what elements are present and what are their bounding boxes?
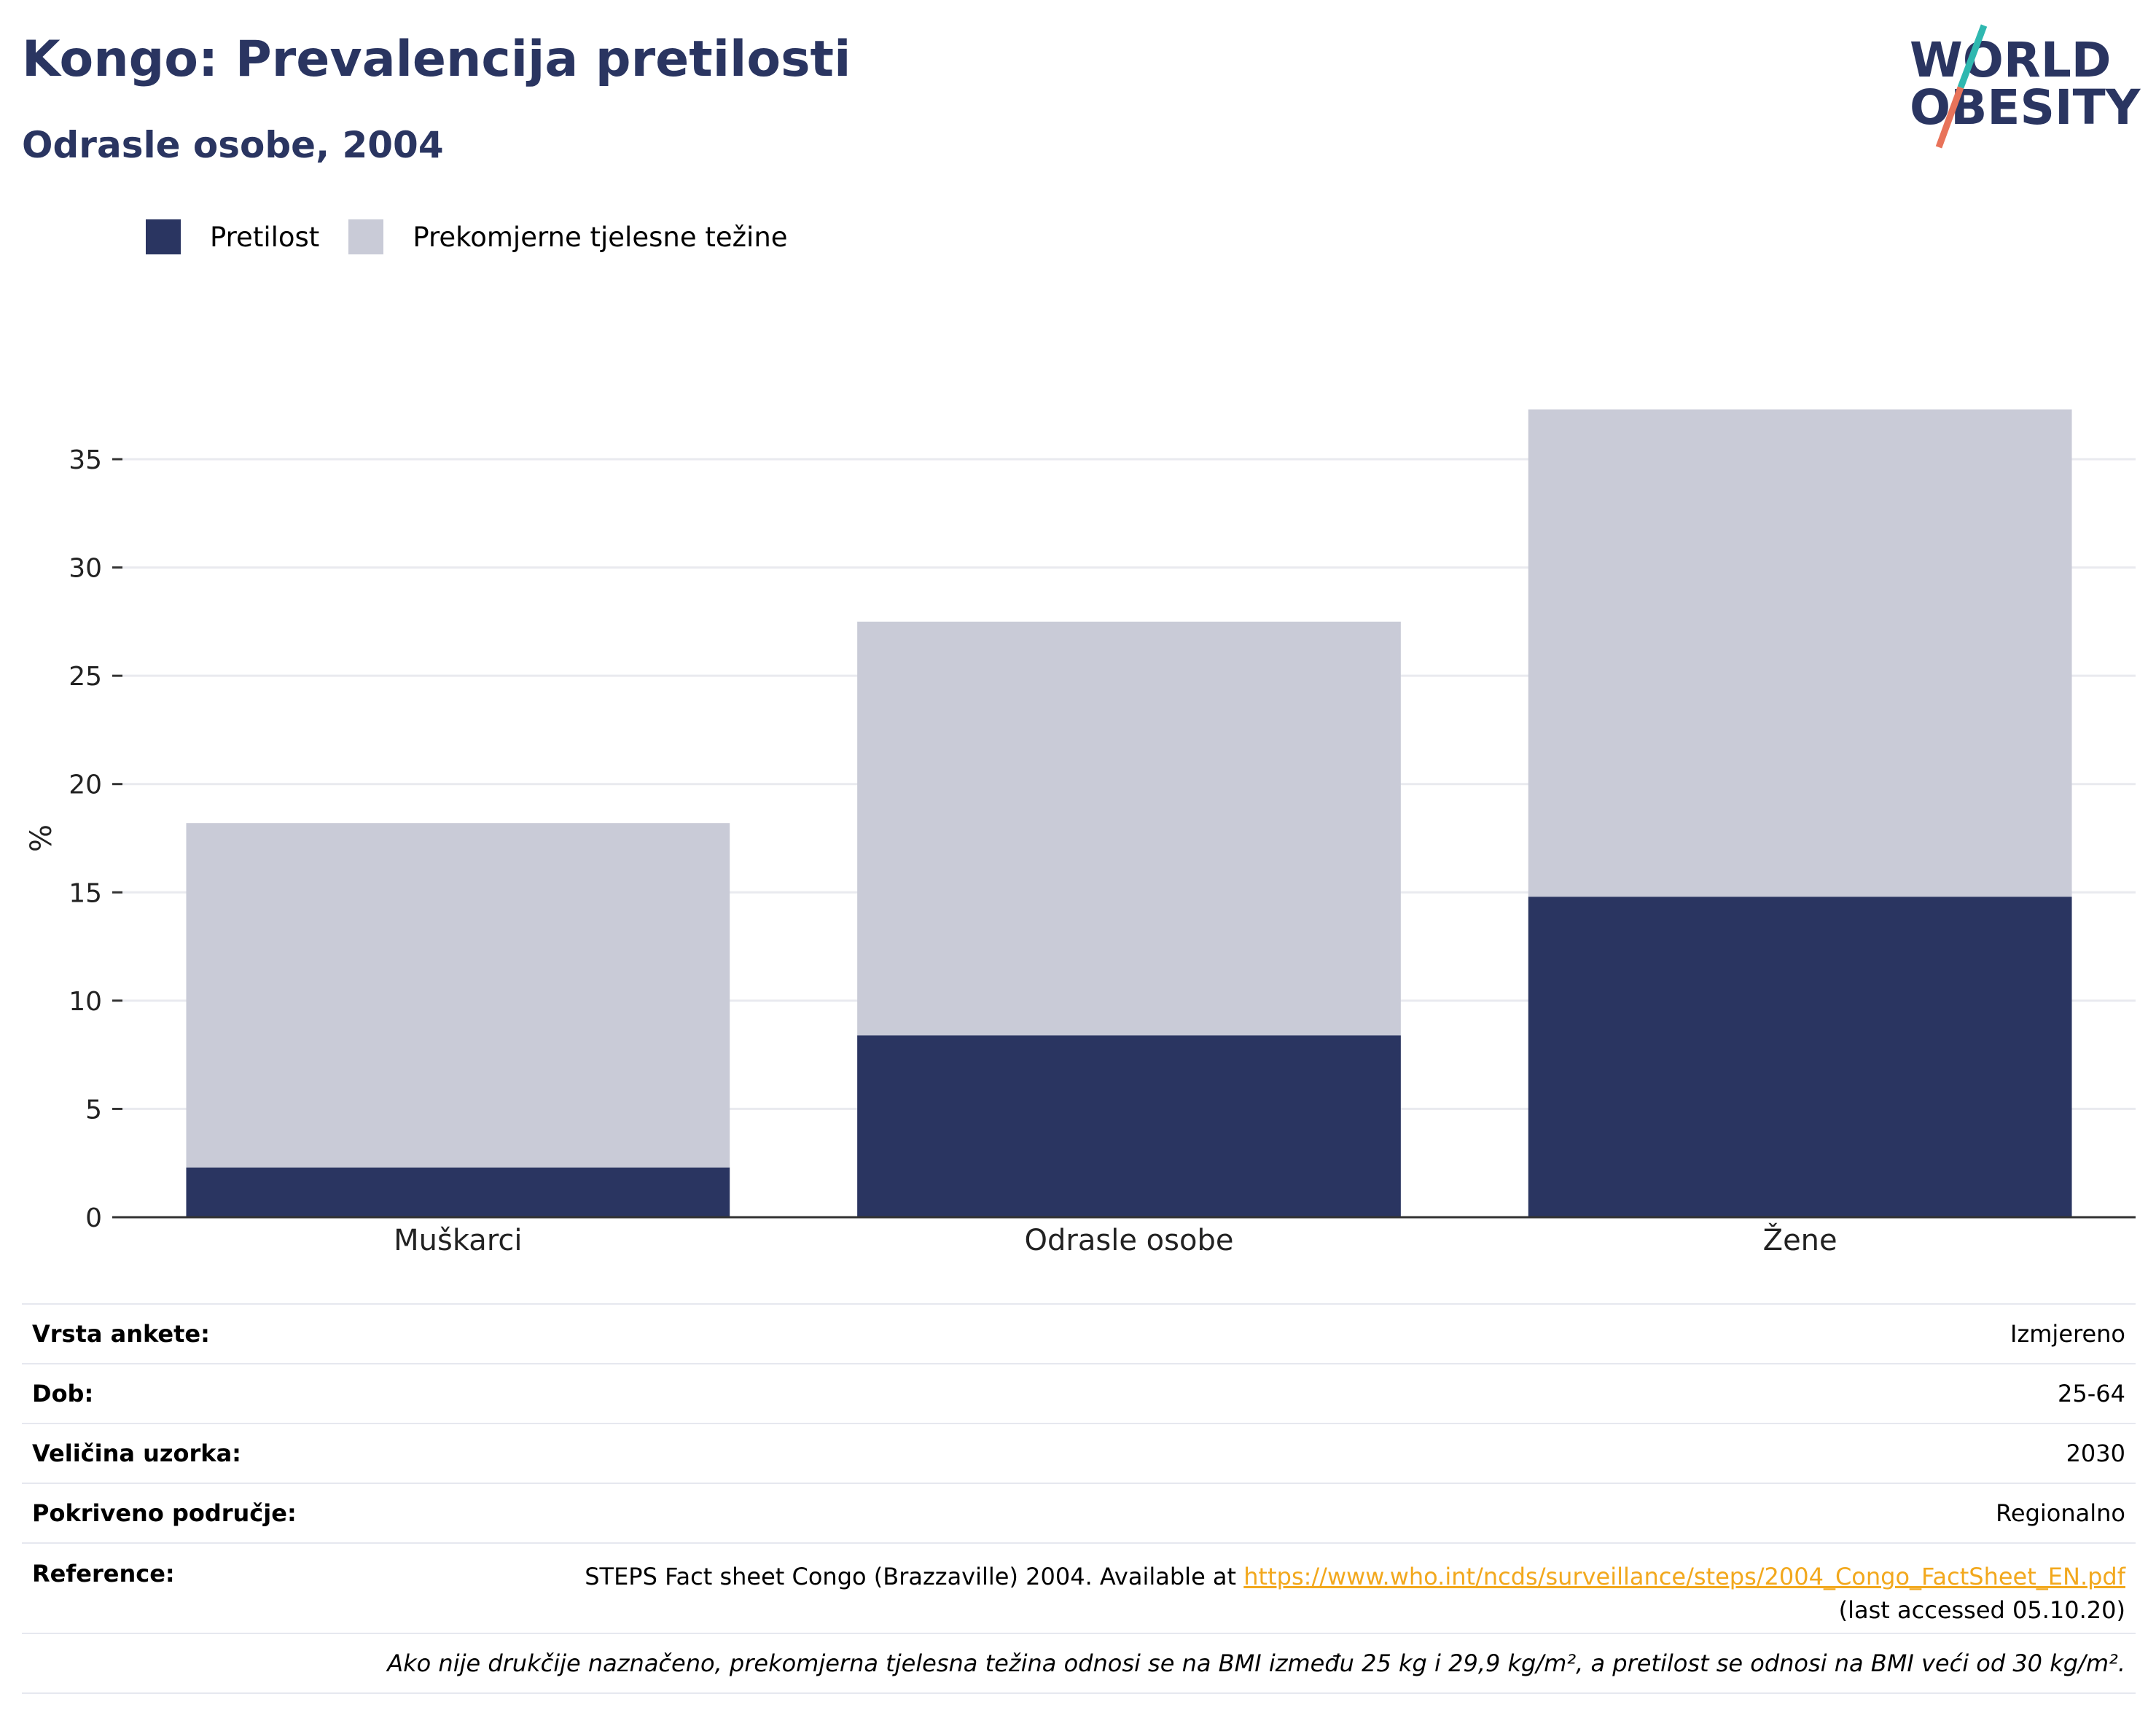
x-tick-label: Žene (1763, 1222, 1837, 1257)
legend-swatch-obesity (146, 219, 181, 254)
info-row-coverage: Pokriveno područje: Regionalno (22, 1483, 2136, 1543)
sample-size-label: Veličina uzorka: (22, 1423, 552, 1483)
y-tick-label: 25 (69, 662, 102, 692)
reference-text: STEPS Fact sheet Congo (Brazzaville) 200… (585, 1563, 1244, 1590)
coverage-value: Regionalno (552, 1483, 2136, 1543)
world-obesity-logo: WORLD OBESITY (1910, 24, 2141, 149)
chart-legend: Pretilost Prekomjerne tjelesne težine (146, 215, 817, 259)
x-tick-label: Muškarci (394, 1224, 522, 1257)
reference-label: Reference: (22, 1542, 552, 1633)
page-title: Kongo: Prevalencija pretilosti (22, 31, 851, 88)
y-tick-label: 0 (85, 1203, 102, 1233)
legend-label-overweight: Prekomjerne tjelesne težine (413, 221, 788, 253)
logo-line-1: WORLD (1910, 32, 2112, 88)
y-tick-label: 35 (69, 445, 102, 475)
age-value: 25-64 (552, 1363, 2136, 1423)
bmi-note: Ako nije drukčije naznačeno, prekomjerna… (22, 1633, 2136, 1694)
bar-overweight (186, 823, 730, 1168)
info-row-note: Ako nije drukčije naznačeno, prekomjerna… (22, 1633, 2136, 1694)
reference-value: STEPS Fact sheet Congo (Brazzaville) 200… (552, 1542, 2136, 1633)
info-row-reference: Reference: STEPS Fact sheet Congo (Brazz… (22, 1542, 2136, 1633)
legend-item-obesity[interactable]: Pretilost (146, 219, 319, 254)
logo-slash-coral (1935, 86, 1964, 149)
y-tick-label: 30 (69, 554, 102, 584)
bar-overweight (857, 621, 1401, 1036)
legend-swatch-overweight (348, 219, 384, 254)
bar-obesity (1528, 897, 2072, 1217)
info-row-age: Dob: 25-64 (22, 1363, 2136, 1423)
logo-slash-teal (1957, 24, 1988, 89)
stacked-bar-chart: 0 5 10 15 20 25 30 35% Muškarci Odrasle osobe Žene (25, 409, 2136, 1257)
y-tick-label: 20 (69, 770, 102, 800)
x-tick-label: Odrasle osobe (1025, 1224, 1234, 1257)
sample-size-value: 2030 (552, 1423, 2136, 1483)
y-tick-label: 5 (85, 1095, 102, 1125)
coverage-label: Pokriveno područje: (22, 1483, 552, 1543)
legend-item-overweight[interactable]: Prekomjerne tjelesne težine (348, 219, 788, 254)
info-row-sample-size: Veličina uzorka: 2030 (22, 1423, 2136, 1483)
reference-link[interactable]: https://www.who.int/ncds/surveillance/st… (1243, 1563, 2125, 1590)
legend-label-obesity: Pretilost (210, 221, 320, 253)
reference-accessed: (last accessed 05.10.20) (1838, 1596, 2125, 1624)
y-axis-label: % (25, 824, 58, 852)
survey-info-table: Vrsta ankete: Izmjereno Dob: 25-64 Velič… (22, 1303, 2136, 1694)
info-row-survey-type: Vrsta ankete: Izmjereno (22, 1303, 2136, 1364)
bar-obesity (857, 1035, 1401, 1217)
bar-overweight (1528, 409, 2072, 897)
age-label: Dob: (22, 1363, 552, 1423)
y-tick-label: 15 (69, 878, 102, 908)
survey-type-value: Izmjereno (552, 1303, 2136, 1364)
y-tick-label: 10 (69, 987, 102, 1017)
bar-obesity (186, 1167, 730, 1217)
survey-type-label: Vrsta ankete: (22, 1303, 552, 1364)
page-subtitle: Odrasle osobe, 2004 (22, 124, 444, 166)
